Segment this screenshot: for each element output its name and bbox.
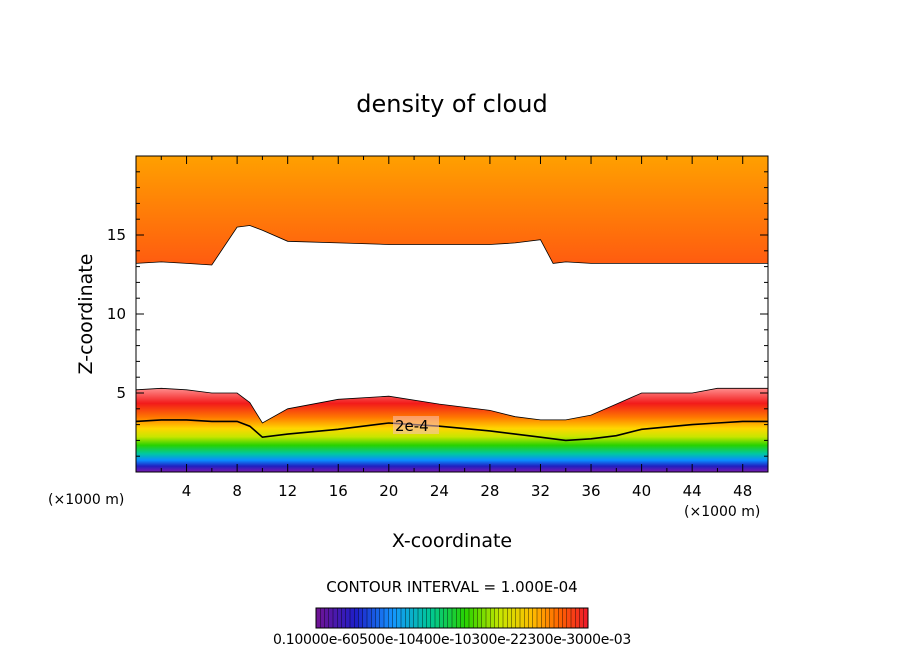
y-tick-label: 5 — [116, 384, 126, 402]
colorbar-swatch — [511, 608, 517, 628]
contour-line-2e-4 — [136, 419, 768, 442]
x-tick-label: 24 — [430, 482, 449, 500]
colorbar-swatch — [571, 608, 576, 628]
x-tick-label: 40 — [632, 482, 651, 500]
colorbar-swatch — [367, 608, 372, 628]
colorbar-swatch — [494, 608, 500, 628]
colorbar-swatch — [316, 608, 321, 628]
colorbar-swatch — [396, 608, 402, 628]
colorbar-swatch — [579, 608, 585, 628]
x-axis-ticks: 4 8 12 16 20 24 28 32 36 40 44 48 — [160, 156, 752, 500]
colorbar-tick-labels: 0.10000e-60500e-10400e-10300e-22300e-300… — [273, 632, 631, 648]
x-tick-label: 16 — [329, 482, 348, 500]
x-axis-title: X-coordinate — [392, 530, 512, 552]
colorbar-swatch — [375, 608, 381, 628]
colorbar-swatch — [481, 608, 487, 628]
colorbar-swatch — [384, 608, 389, 628]
x-tick-label: 20 — [379, 482, 398, 500]
colorbar-swatch — [409, 608, 415, 628]
colorbar-swatch — [371, 608, 376, 628]
colorbar-swatch — [341, 608, 347, 628]
colorbar-swatch — [549, 608, 555, 628]
colorbar-swatch — [528, 608, 534, 628]
x-tick-label: 28 — [480, 482, 499, 500]
colorbar-swatch — [473, 608, 478, 628]
y-tick-label: 10 — [107, 305, 126, 323]
colorbar-swatch — [520, 608, 525, 628]
plot-area — [136, 156, 768, 472]
colorbar-swatch — [405, 608, 410, 628]
contour-label-bg — [393, 416, 439, 434]
y-axis-title: Z-coordinate — [75, 254, 97, 375]
x-tick-label: 44 — [683, 482, 702, 500]
contour-interval-label: CONTOUR INTERVAL = 1.000E-04 — [326, 578, 577, 596]
colorbar-swatch — [418, 608, 423, 628]
colorbar-swatch — [524, 608, 529, 628]
colorbar-swatch — [562, 608, 568, 628]
x-tick-label: 12 — [278, 482, 297, 500]
colorbar-swatch — [503, 608, 508, 628]
colorbar-swatch — [490, 608, 495, 628]
upper-cloud-outline — [136, 225, 768, 266]
colorbar-swatch — [447, 608, 453, 628]
colorbar-swatch — [486, 608, 491, 628]
x-unit-label-left: (×1000 m) — [48, 492, 124, 508]
colorbar-swatch — [392, 608, 398, 628]
colorbar-swatch — [545, 608, 551, 628]
colorbar-swatch — [439, 608, 444, 628]
x-tick-label: 32 — [531, 482, 550, 500]
clear-air-region — [136, 225, 768, 465]
colorbar-swatch — [388, 608, 393, 628]
colorbar-swatch — [320, 608, 325, 628]
x-tick-label: 4 — [182, 482, 192, 500]
colorbar-swatch — [426, 608, 432, 628]
colorbar-swatch — [558, 608, 563, 628]
colorbar-swatch — [507, 608, 512, 628]
colorbar-swatch — [452, 608, 457, 628]
x-unit-label-right: (×1000 m) — [684, 504, 760, 520]
lower-cloud-layer — [136, 388, 768, 472]
colorbar-swatch — [362, 608, 368, 628]
x-tick-label: 48 — [733, 482, 752, 500]
colorbar-swatch — [554, 608, 559, 628]
colorbar-swatch — [566, 608, 572, 628]
colorbar-swatch — [460, 608, 466, 628]
colorbar-swatch — [333, 608, 338, 628]
colorbar-swatch — [422, 608, 427, 628]
colorbar-swatch — [435, 608, 440, 628]
colorbar-swatch — [532, 608, 538, 628]
colorbar-swatch — [337, 608, 342, 628]
lower-cloud-outline — [136, 387, 768, 424]
contour-label: 2e-4 — [395, 417, 429, 435]
colorbar-swatch — [498, 608, 504, 628]
colorbar-swatch — [583, 608, 589, 628]
colorbar-swatch — [464, 608, 470, 628]
colorbar-swatch — [430, 608, 436, 628]
colorbar-swatch — [328, 608, 334, 628]
colorbar-swatch — [354, 608, 359, 628]
colorbar-swatch — [456, 608, 461, 628]
colorbar-swatch — [379, 608, 385, 628]
colorbar-swatch — [575, 608, 580, 628]
colorbar-swatch — [358, 608, 364, 628]
y-tick-label: 15 — [107, 226, 126, 244]
x-tick-label: 36 — [581, 482, 600, 500]
colorbar-swatch — [413, 608, 419, 628]
colorbar — [315, 608, 589, 628]
chart-title: density of cloud — [356, 90, 547, 118]
colorbar-swatch — [324, 608, 330, 628]
colorbar-swatch — [345, 608, 351, 628]
colorbar-swatch — [350, 608, 355, 628]
x-tick-label: 8 — [232, 482, 242, 500]
y-axis-ticks: 5 10 15 — [107, 171, 768, 457]
colorbar-swatch — [443, 608, 449, 628]
colorbar-swatch — [515, 608, 521, 628]
colorbar-swatch — [469, 608, 474, 628]
colorbar-frame — [315, 607, 589, 629]
colorbar-swatch — [401, 608, 406, 628]
colorbar-swatch — [477, 608, 483, 628]
colorbar-swatch — [537, 608, 542, 628]
colorbar-swatch — [541, 608, 546, 628]
